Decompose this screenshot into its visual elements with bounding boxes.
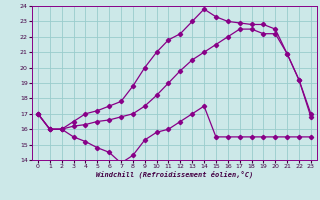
X-axis label: Windchill (Refroidissement éolien,°C): Windchill (Refroidissement éolien,°C): [96, 171, 253, 178]
